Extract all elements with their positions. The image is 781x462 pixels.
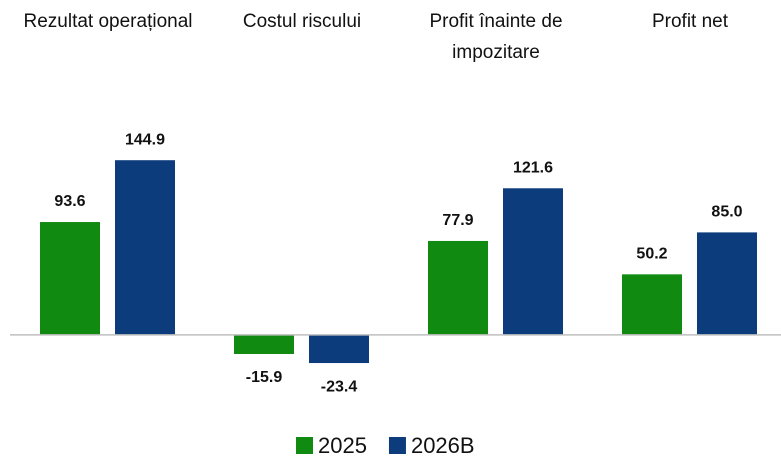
data-label: 50.2 <box>636 246 667 263</box>
bar <box>428 240 488 335</box>
bar <box>697 232 757 335</box>
data-label: -15.9 <box>246 369 283 386</box>
category-label: Profit înainte de impozitare <box>429 11 563 63</box>
legend-swatch <box>296 437 313 454</box>
data-label: -23.4 <box>321 378 358 395</box>
bar <box>503 188 563 335</box>
legend-label: 2026B <box>411 433 475 458</box>
bar <box>40 222 100 335</box>
data-label: 85.0 <box>711 204 742 221</box>
data-label: 93.6 <box>54 193 85 210</box>
data-label: 144.9 <box>125 131 165 148</box>
category-label: Profit net <box>651 11 729 32</box>
bar <box>622 274 682 335</box>
bar <box>115 160 175 335</box>
bar <box>234 334 294 355</box>
data-label: 121.6 <box>513 160 553 177</box>
data-label: 77.9 <box>442 212 473 229</box>
category-label: Rezultat operațional <box>23 11 193 32</box>
category-label: Costul riscului <box>242 11 362 32</box>
bar <box>309 334 369 364</box>
legend-swatch <box>388 437 406 454</box>
legend-label: 2025 <box>318 433 367 458</box>
